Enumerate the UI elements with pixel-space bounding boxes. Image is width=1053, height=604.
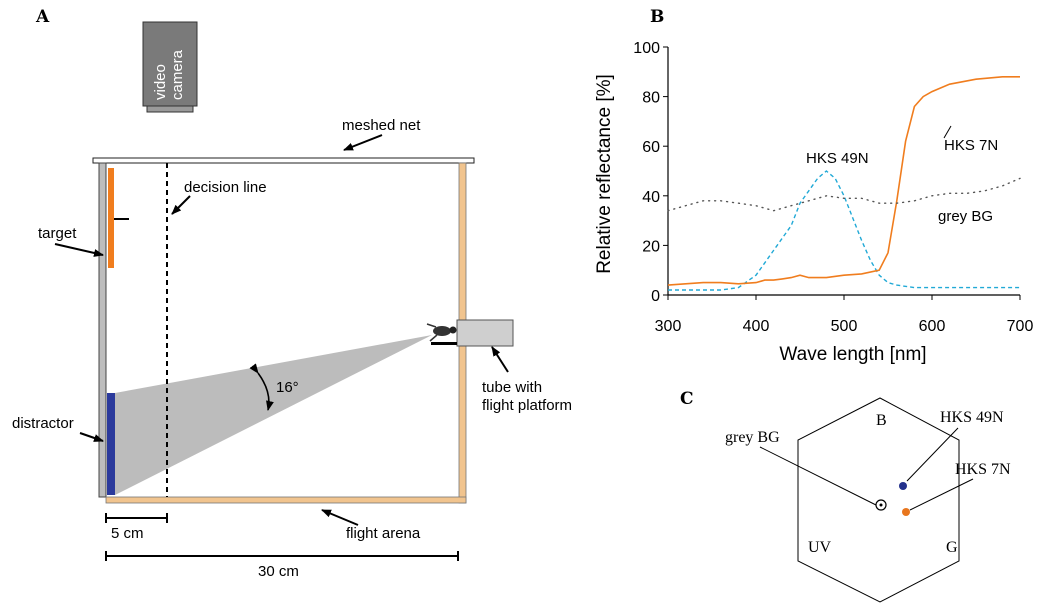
meshed-net-label: meshed net bbox=[342, 117, 421, 134]
distractor-stimulus bbox=[107, 393, 115, 495]
tube-label-2: flight platform bbox=[482, 397, 572, 414]
x-tick-label: 300 bbox=[655, 318, 682, 335]
camera-lens bbox=[146, 105, 194, 113]
x-tick-label: 500 bbox=[831, 318, 858, 335]
scale-5cm-label: 5 cm bbox=[111, 525, 144, 542]
camera-label-2: camera bbox=[169, 49, 186, 100]
scale-30cm-label: 30 cm bbox=[258, 563, 299, 580]
target-label: target bbox=[38, 225, 77, 242]
tube bbox=[456, 319, 514, 347]
panel-b: B 300 400 500 600 700 0 20 40 60 80 100 Wave lengt… bbox=[594, 7, 1033, 365]
decision-line-label: decision line bbox=[184, 179, 267, 196]
flight-arena-arrow bbox=[321, 509, 359, 526]
y-tick-label: 20 bbox=[642, 238, 660, 255]
fly-icon bbox=[426, 323, 457, 345]
tube-label-1: tube with bbox=[482, 379, 542, 396]
grey-bg-label: grey BG bbox=[725, 429, 780, 446]
panel-a: A video camera meshed net 16° decision l… bbox=[12, 7, 572, 580]
x-tick-label: 700 bbox=[1007, 318, 1034, 335]
x-axis-label: Wave length [nm] bbox=[779, 344, 926, 365]
x-tick-label: 600 bbox=[919, 318, 946, 335]
grey-bg-leader bbox=[759, 446, 877, 506]
decision-line-arrow bbox=[171, 195, 191, 215]
y-tick-label: 80 bbox=[642, 90, 660, 107]
grey-bg-point-center bbox=[879, 503, 883, 507]
camera-body bbox=[142, 21, 198, 107]
hks49-label: HKS 49N bbox=[940, 409, 1004, 426]
series-line-hks-49n bbox=[668, 170, 1020, 291]
distractor-arrow bbox=[79, 432, 104, 442]
series-label-hks7: HKS 7N bbox=[944, 137, 998, 154]
color-hexagon bbox=[797, 397, 960, 603]
angle-arc bbox=[249, 363, 274, 411]
series-line-grey-bg bbox=[667, 177, 1021, 212]
series-label-grey: grey BG bbox=[938, 208, 993, 225]
series-line-hks-7n bbox=[667, 76, 1020, 286]
panel-a-letter: A bbox=[35, 7, 50, 27]
reflectance-chart: 300 400 500 600 700 0 20 40 60 80 100 bbox=[633, 40, 1033, 335]
meshed-net-arrow bbox=[343, 134, 383, 151]
series-label-hks49: HKS 49N bbox=[806, 150, 869, 167]
arena-floor bbox=[105, 496, 467, 504]
hks49-point bbox=[899, 482, 907, 490]
y-tick-label: 0 bbox=[651, 288, 660, 305]
vertex-b-label: B bbox=[876, 412, 887, 429]
x-tick-label: 400 bbox=[743, 318, 770, 335]
hks7-label: HKS 7N bbox=[955, 461, 1011, 478]
distractor-label: distractor bbox=[12, 415, 74, 432]
y-axis-label: Relative reflectance [%] bbox=[594, 74, 615, 274]
hks49-leader bbox=[906, 427, 959, 482]
visual-cone bbox=[115, 335, 432, 495]
hks7-leader bbox=[943, 125, 952, 139]
angle-label: 16° bbox=[276, 379, 299, 396]
target-stimulus bbox=[108, 168, 114, 268]
meshed-net bbox=[92, 157, 475, 164]
hks7-point bbox=[902, 508, 910, 516]
vertex-uv-label: UV bbox=[808, 539, 832, 556]
hks7-leader-c bbox=[909, 478, 974, 511]
flight-arena-label: flight arena bbox=[346, 525, 421, 542]
left-wall bbox=[98, 162, 107, 498]
panel-c-letter: C bbox=[680, 389, 694, 409]
panel-c: C B UV G grey BG HKS 49N HKS 7N bbox=[680, 389, 1011, 603]
target-arrow bbox=[54, 243, 104, 257]
vertex-g-label: G bbox=[946, 539, 958, 556]
y-tick-label: 100 bbox=[633, 40, 660, 57]
camera-label-1: video bbox=[152, 64, 169, 100]
y-tick-label: 40 bbox=[642, 189, 660, 206]
y-tick-label: 60 bbox=[642, 139, 660, 156]
panel-b-letter: B bbox=[650, 7, 664, 27]
tube-arrow bbox=[491, 346, 509, 373]
